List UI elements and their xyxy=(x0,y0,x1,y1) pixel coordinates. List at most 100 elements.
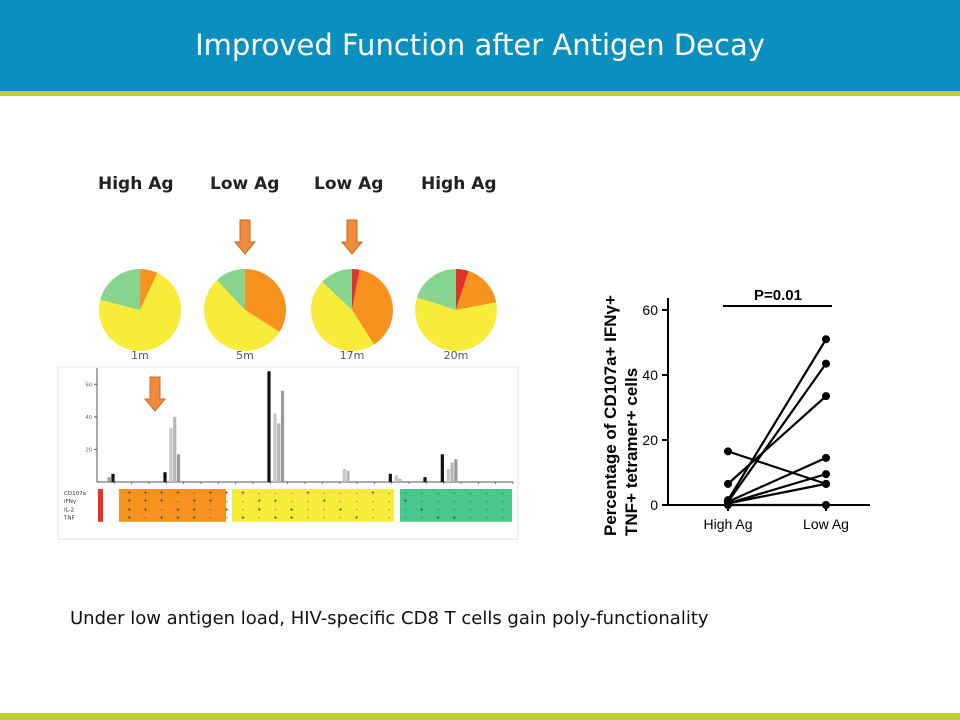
bar-chart-arrow xyxy=(143,376,167,412)
grid-row-label-4: TNF xyxy=(63,516,75,522)
grid-cell-5-3: + xyxy=(192,506,196,513)
grid-cell-9-4: - xyxy=(257,515,261,522)
grid-cell-9-1: - xyxy=(257,490,261,497)
grid-cell-17-3: - xyxy=(387,506,391,513)
pie-4-slice-3 xyxy=(414,297,497,352)
grid-cell-9-3: + xyxy=(257,506,261,513)
bar-group-4-series-4 xyxy=(163,472,167,482)
grid-cell-3-4: + xyxy=(160,515,164,522)
line-point-5-2 xyxy=(822,453,830,462)
grid-cell-22-2: - xyxy=(469,498,473,505)
grid-cell-19-3: + xyxy=(420,506,424,513)
pie-3-slice-3 xyxy=(311,281,374,351)
grid-cell-20-3: - xyxy=(436,506,440,513)
grid-cell-17-2: - xyxy=(387,498,391,505)
line-y-tick-label-0: 0 xyxy=(650,497,658,513)
grid-cell-4-1: + xyxy=(176,490,180,497)
grid-cell-11-3: + xyxy=(290,506,294,513)
grid-cell-4-2: - xyxy=(176,498,180,505)
bar-group-19-series-4 xyxy=(423,477,427,482)
grid-cell-4-3: + xyxy=(176,506,180,513)
grid-cell-8-1: + xyxy=(241,490,245,497)
grid-cell-2-1: + xyxy=(144,490,148,497)
grid-cell-22-3: - xyxy=(469,506,473,513)
grid-cell-6-4: - xyxy=(209,515,213,522)
grid-block-yellow xyxy=(232,489,394,522)
grid-cell-11-1: - xyxy=(290,490,294,497)
grid-cell-19-1: - xyxy=(420,490,424,497)
grid-cell-3-2: + xyxy=(160,498,164,505)
line-point-1-1 xyxy=(724,447,732,456)
grid-cell-11-2: - xyxy=(290,498,294,505)
grid-cell-16-2: - xyxy=(371,498,375,505)
slide-caption: Under low antigen load, HIV-specific CD8… xyxy=(70,608,709,629)
line-point-7-2 xyxy=(822,479,830,488)
grid-cell-13-3: - xyxy=(322,506,326,513)
pie-4-slice-4 xyxy=(417,269,456,310)
grid-cell-14-2: - xyxy=(339,498,343,505)
grid-cell-5-4: + xyxy=(192,515,196,522)
bar-group-21-series-2 xyxy=(450,462,454,482)
grid-cell-7-4: - xyxy=(225,515,229,522)
grid-cell-1-4: + xyxy=(127,515,131,522)
grid-row-label-2: IFNγ xyxy=(64,499,77,505)
bar-group-11-series-2 xyxy=(277,423,281,482)
grid-cell-15-3: - xyxy=(355,506,359,513)
grid-cell-7-1: + xyxy=(225,490,229,497)
pie-2-arrow xyxy=(233,219,257,255)
pie-3-slice-1 xyxy=(352,269,360,310)
grid-cell-21-1: - xyxy=(452,490,456,497)
grid-cell-23-1: - xyxy=(485,490,489,497)
grid-cell-18-3: - xyxy=(404,506,408,513)
bar-y-tick-label-40: 40 xyxy=(86,415,92,421)
bar-group-21-series-1 xyxy=(446,468,450,482)
grid-cell-10-2: + xyxy=(274,498,278,505)
pie-2-label: 5m xyxy=(236,349,254,362)
pie-1-slice-2 xyxy=(99,272,181,351)
grid-cell-5-1: - xyxy=(192,490,196,497)
grid-cell-13-2: + xyxy=(322,498,326,505)
bar-group-21-series-3 xyxy=(454,459,458,482)
grid-cell-9-2: + xyxy=(257,498,261,505)
line-point-2-1 xyxy=(724,479,732,488)
grid-block-green xyxy=(400,489,512,522)
line-series-6 xyxy=(727,473,827,505)
line-point-6-2 xyxy=(822,470,830,479)
grid-cell-13-4: - xyxy=(322,515,326,522)
pie-3-label: 17m xyxy=(340,349,365,362)
footer-accent-rule xyxy=(0,713,960,720)
grid-cell-12-4: - xyxy=(306,515,310,522)
grid-cell-20-4: + xyxy=(436,515,440,522)
grid-cell-24-2: - xyxy=(501,498,505,505)
grid-cell-16-3: - xyxy=(371,506,375,513)
bar-group-11-series-3 xyxy=(280,390,285,482)
grid-cell-10-4: + xyxy=(274,515,278,522)
grid-cell-24-3: - xyxy=(501,506,505,513)
grid-cell-18-2: + xyxy=(404,498,408,505)
grid-cell-23-4: - xyxy=(485,515,489,522)
grid-cell-24-4: - xyxy=(501,515,505,522)
grid-cell-13-1: - xyxy=(322,490,326,497)
grid-cell-21-3: - xyxy=(452,506,456,513)
bar-group-17-series-4 xyxy=(388,473,392,482)
grid-cell-15-2: - xyxy=(355,498,359,505)
bar-group-15-series-1 xyxy=(342,468,346,482)
grid-row-label-1: CD107a xyxy=(64,491,86,497)
grid-cell-6-1: + xyxy=(209,490,213,497)
column-label-4: High Ag xyxy=(421,174,497,194)
grid-cell-1-1: + xyxy=(127,490,131,497)
bar-group-11-series-1 xyxy=(273,413,277,482)
line-y-tick-label-40: 40 xyxy=(642,367,658,383)
grid-cell-7-3: + xyxy=(225,506,229,513)
column-label-3: Low Ag xyxy=(314,174,384,194)
grid-cell-8-4: + xyxy=(241,515,245,522)
grid-cell-17-1: - xyxy=(387,490,391,497)
grid-cell-12-3: - xyxy=(306,506,310,513)
line-series-4 xyxy=(727,362,827,503)
grid-cell-6-3: - xyxy=(209,506,213,513)
grid-cell-12-1: + xyxy=(306,490,310,497)
grid-cell-4-4: + xyxy=(176,515,180,522)
